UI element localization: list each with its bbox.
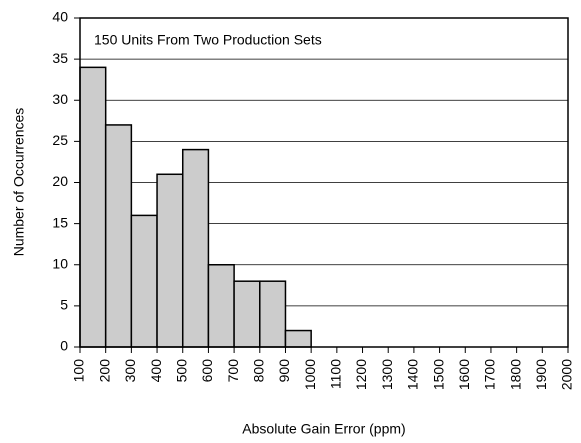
x-tick-label: 800 bbox=[250, 359, 266, 383]
x-tick-label: 1200 bbox=[353, 359, 369, 390]
y-tick-label: 35 bbox=[52, 50, 68, 66]
x-tick-label: 1000 bbox=[302, 359, 318, 390]
x-tick-label: 600 bbox=[199, 359, 215, 383]
annotation: 150 Units From Two Production Sets bbox=[94, 32, 322, 48]
x-tick-label: 1600 bbox=[456, 359, 472, 390]
x-tick-label: 1900 bbox=[533, 359, 549, 390]
y-tick-label: 10 bbox=[52, 255, 68, 271]
y-tick-label: 40 bbox=[52, 9, 68, 25]
x-tick-label: 500 bbox=[173, 359, 189, 383]
x-tick-label: 700 bbox=[225, 359, 241, 383]
y-tick-label: 15 bbox=[52, 214, 68, 230]
plot-frame bbox=[79, 17, 569, 348]
y-tick-label: 25 bbox=[52, 132, 68, 148]
bar bbox=[284, 329, 312, 348]
x-axis-label: Absolute Gain Error (ppm) bbox=[242, 421, 405, 437]
x-tick-label: 1700 bbox=[482, 359, 498, 390]
x-tick-label: 1400 bbox=[405, 359, 421, 390]
bar bbox=[79, 66, 107, 348]
x-tick-label: 900 bbox=[276, 359, 292, 383]
x-tick-label: 100 bbox=[71, 359, 87, 383]
y-tick-label: 0 bbox=[60, 338, 68, 354]
y-tick-label: 20 bbox=[52, 173, 68, 189]
bar bbox=[233, 280, 261, 348]
x-tick-label: 300 bbox=[122, 359, 138, 383]
x-tick-label: 200 bbox=[96, 359, 112, 383]
bar bbox=[259, 280, 287, 348]
y-tick-label: 5 bbox=[60, 297, 68, 313]
bar bbox=[181, 148, 210, 348]
bar bbox=[130, 214, 158, 348]
bar bbox=[207, 264, 235, 348]
x-tick-label: 1500 bbox=[430, 359, 446, 390]
x-tick-label: 1300 bbox=[379, 359, 395, 390]
x-tick-label: 2000 bbox=[559, 359, 575, 390]
bar bbox=[104, 124, 133, 348]
x-tick-label: 400 bbox=[148, 359, 164, 383]
y-tick-label: 30 bbox=[52, 91, 68, 107]
x-tick-label: 1100 bbox=[328, 359, 344, 389]
y-axis-label: Number of Occurrences bbox=[11, 108, 27, 257]
bar bbox=[156, 173, 184, 348]
x-tick-label: 1800 bbox=[507, 359, 523, 390]
